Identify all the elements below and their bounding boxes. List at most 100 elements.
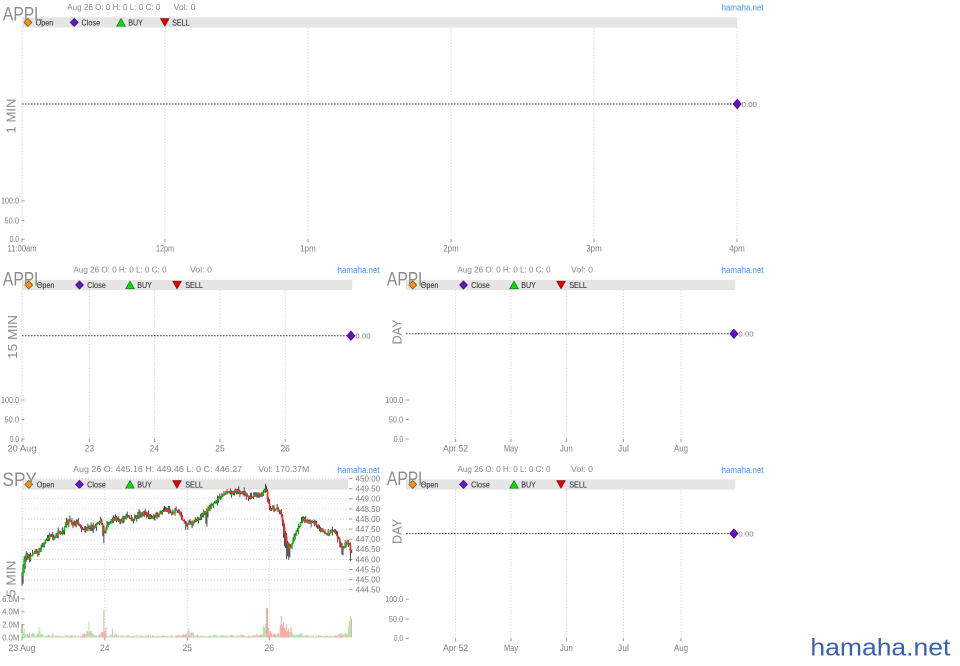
svg-text:Jun: Jun [560,643,573,653]
svg-text:SELL: SELL [185,480,203,490]
svg-text:BUY: BUY [137,280,152,290]
svg-text:12pm: 12pm [156,244,174,254]
svg-text:Close: Close [82,18,101,28]
svg-text:Apr 52: Apr 52 [443,643,468,653]
svg-text:May: May [504,643,518,653]
svg-text:APPL: APPL [387,469,427,490]
svg-text:BUY: BUY [137,480,152,490]
svg-text:Vol: 0: Vol: 0 [571,266,594,275]
svg-text:hamaha.net: hamaha.net [338,265,380,275]
svg-text:Vol: 0: Vol: 0 [190,266,213,275]
svg-text:Open: Open [37,480,55,490]
svg-text:5 MIN: 5 MIN [4,561,19,597]
svg-text:2pm: 2pm [443,244,459,254]
svg-text:Aug 26 O: 445.16 H: 449.46 L:: Aug 26 O: 445.16 H: 449.46 L: 0 C: 446.2… [73,465,243,474]
svg-text:24: 24 [150,444,160,454]
svg-text:25: 25 [182,643,192,653]
svg-text:Close: Close [87,280,106,290]
svg-text:Aug: Aug [674,444,688,454]
svg-text:2.0M: 2.0M [2,621,20,630]
svg-text:Close: Close [471,480,490,490]
svg-text:0.0M: 0.0M [2,633,20,642]
svg-text:Apr 52: Apr 52 [443,444,468,454]
svg-text:Jun: Jun [560,444,573,454]
svg-text:448.00: 448.00 [356,515,381,524]
svg-text:1pm: 1pm [300,244,316,254]
svg-text:Vol: 0: Vol: 0 [571,465,594,474]
svg-text:50.0: 50.0 [5,216,20,225]
svg-text:446.00: 446.00 [356,555,381,564]
svg-text:SELL: SELL [569,280,587,290]
svg-text:447.50: 447.50 [356,525,381,534]
svg-text:1 MIN: 1 MIN [4,99,19,134]
svg-text:hamaha.net: hamaha.net [722,265,764,275]
svg-text:445.50: 445.50 [356,565,381,574]
svg-text:hamaha.net: hamaha.net [722,3,764,13]
svg-text:0.00: 0.00 [738,330,753,339]
svg-text:444.50: 444.50 [356,586,381,595]
svg-text:SELL: SELL [185,280,203,290]
svg-text:APPL: APPL [3,5,43,26]
svg-text:Open: Open [36,18,54,28]
svg-text:SELL: SELL [569,480,587,490]
svg-text:15 MIN: 15 MIN [5,315,20,359]
svg-text:BUY: BUY [128,18,143,28]
svg-text:Open: Open [421,480,439,490]
svg-text:50.0: 50.0 [389,415,404,424]
svg-text:445.00: 445.00 [356,576,381,585]
svg-text:APPL: APPL [387,269,427,290]
svg-text:447.00: 447.00 [356,535,381,544]
svg-text:23 Aug: 23 Aug [9,643,36,653]
svg-text:11:00am: 11:00am [8,244,37,254]
svg-text:Close: Close [87,480,106,490]
svg-text:0.00: 0.00 [738,529,753,538]
svg-text:24: 24 [100,643,110,653]
svg-text:Aug 26 O: 0 H: 0 L: 0 C: 0: Aug 26 O: 0 H: 0 L: 0 C: 0 [67,3,161,12]
svg-text:26: 26 [280,444,290,454]
svg-text:4pm: 4pm [729,244,745,254]
svg-text:0.0: 0.0 [394,634,404,643]
svg-text:DAY: DAY [390,319,405,344]
svg-text:446.50: 446.50 [356,545,381,554]
svg-text:100.0: 100.0 [1,197,20,206]
svg-text:4.0M: 4.0M [2,608,20,617]
svg-text:100.0: 100.0 [385,595,404,604]
svg-text:Aug 26 O: 0 H: 0 L: 0 C: 0: Aug 26 O: 0 H: 0 L: 0 C: 0 [458,465,552,474]
svg-text:Aug: Aug [674,643,688,653]
svg-text:100.0: 100.0 [1,396,20,405]
svg-text:BUY: BUY [521,280,536,290]
svg-text:Aug 26 O: 0 H: 0 L: 0 C: 0: Aug 26 O: 0 H: 0 L: 0 C: 0 [74,266,168,275]
svg-text:hamaha.net: hamaha.net [722,465,764,475]
svg-text:May: May [504,444,518,454]
svg-text:Open: Open [37,280,55,290]
svg-text:20 Aug: 20 Aug [8,444,37,454]
svg-text:SPY: SPY [3,470,38,491]
svg-text:Vol: 170.37M: Vol: 170.37M [258,465,309,474]
svg-text:100.0: 100.0 [385,396,404,405]
svg-text:hamaha.net: hamaha.net [338,465,380,475]
svg-text:50.0: 50.0 [389,615,404,624]
svg-text:Jul: Jul [618,643,629,653]
svg-text:0.00: 0.00 [355,332,370,341]
svg-text:hamaha.net: hamaha.net [810,635,950,662]
svg-text:3pm: 3pm [586,244,602,254]
svg-text:0.0: 0.0 [394,435,404,444]
svg-text:Vol: 0: Vol: 0 [174,3,197,12]
svg-text:Aug 26 O: 0 H: 0 L: 0 C: 0: Aug 26 O: 0 H: 0 L: 0 C: 0 [458,266,552,275]
svg-text:0.0: 0.0 [10,435,20,444]
svg-text:449.00: 449.00 [356,495,381,504]
svg-text:DAY: DAY [390,519,405,544]
svg-text:450.00: 450.00 [356,475,381,484]
svg-text:0.0: 0.0 [10,235,20,244]
svg-text:25: 25 [215,444,225,454]
svg-text:Close: Close [471,280,490,290]
svg-text:SELL: SELL [172,18,190,28]
svg-text:APPL: APPL [3,269,43,290]
svg-text:23: 23 [85,444,95,454]
svg-text:0.00: 0.00 [742,100,757,109]
svg-text:6.0M: 6.0M [2,595,20,604]
svg-text:449.50: 449.50 [356,485,381,494]
svg-text:BUY: BUY [521,480,536,490]
svg-text:50.0: 50.0 [5,415,20,424]
svg-text:Jul: Jul [618,444,629,454]
